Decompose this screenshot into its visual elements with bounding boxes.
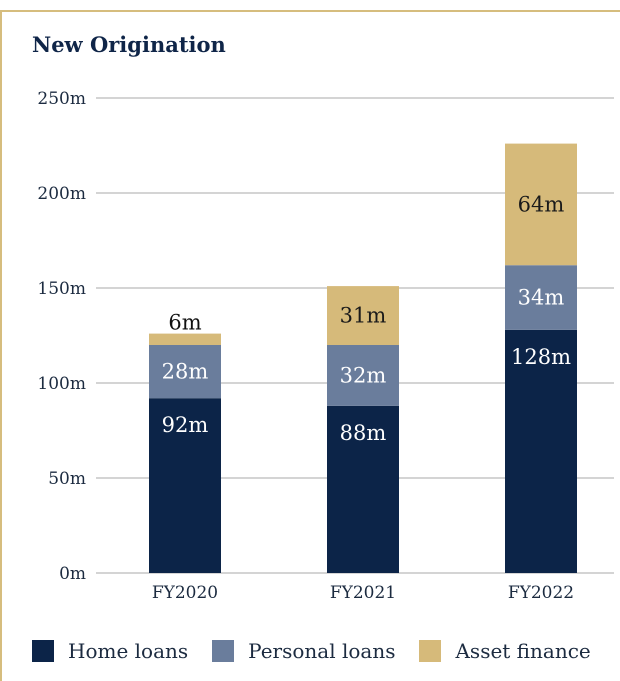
bar-segment <box>327 405 399 573</box>
legend-swatch-asset-finance <box>419 640 442 662</box>
legend-label-personal-loans: Personal loans <box>248 639 396 663</box>
legend-label-home-loans: Home loans <box>68 639 189 663</box>
data-label: 31m <box>340 304 387 328</box>
bar-segment <box>149 398 221 573</box>
bar-segment <box>149 345 221 399</box>
y-tick-label: 0m <box>59 564 86 584</box>
legend-item-asset-finance: Asset finance <box>419 639 591 663</box>
x-tick-label: FY2021 <box>330 583 396 603</box>
bar-segment <box>505 265 577 330</box>
data-label: 92m <box>162 413 209 437</box>
legend-label-asset-finance: Asset finance <box>455 639 591 663</box>
bar-segment <box>327 286 399 345</box>
bar-segment <box>327 345 399 406</box>
data-label: 88m <box>340 421 387 445</box>
bar-segment <box>505 143 577 266</box>
bar-segment <box>505 329 577 573</box>
legend-item-home-loans: Home loans <box>32 639 188 663</box>
data-label: 64m <box>518 192 565 216</box>
chart-legend: Home loans Personal loans Asset finance <box>32 636 616 666</box>
y-tick-label: 200m <box>37 184 86 204</box>
bar-segment <box>149 333 221 345</box>
x-tick-label: FY2022 <box>508 583 574 603</box>
data-label: 128m <box>511 345 571 369</box>
data-label: 32m <box>340 363 387 387</box>
legend-swatch-home-loans <box>32 640 54 662</box>
data-label: 34m <box>518 286 565 310</box>
chart-frame-top-border <box>0 10 620 12</box>
y-tick-label: 100m <box>37 374 86 394</box>
legend-item-personal-loans: Personal loans <box>212 639 395 663</box>
data-label: 6m <box>168 311 201 335</box>
y-tick-label: 250m <box>37 89 86 109</box>
x-tick-label: FY2020 <box>152 583 218 603</box>
legend-swatch-personal-loans <box>212 640 235 662</box>
chart-title: New Origination <box>32 32 226 57</box>
data-label: 28m <box>162 360 209 384</box>
chart-frame-left-border <box>0 10 2 681</box>
y-tick-label: 150m <box>37 279 86 299</box>
y-tick-label: 50m <box>48 469 86 489</box>
